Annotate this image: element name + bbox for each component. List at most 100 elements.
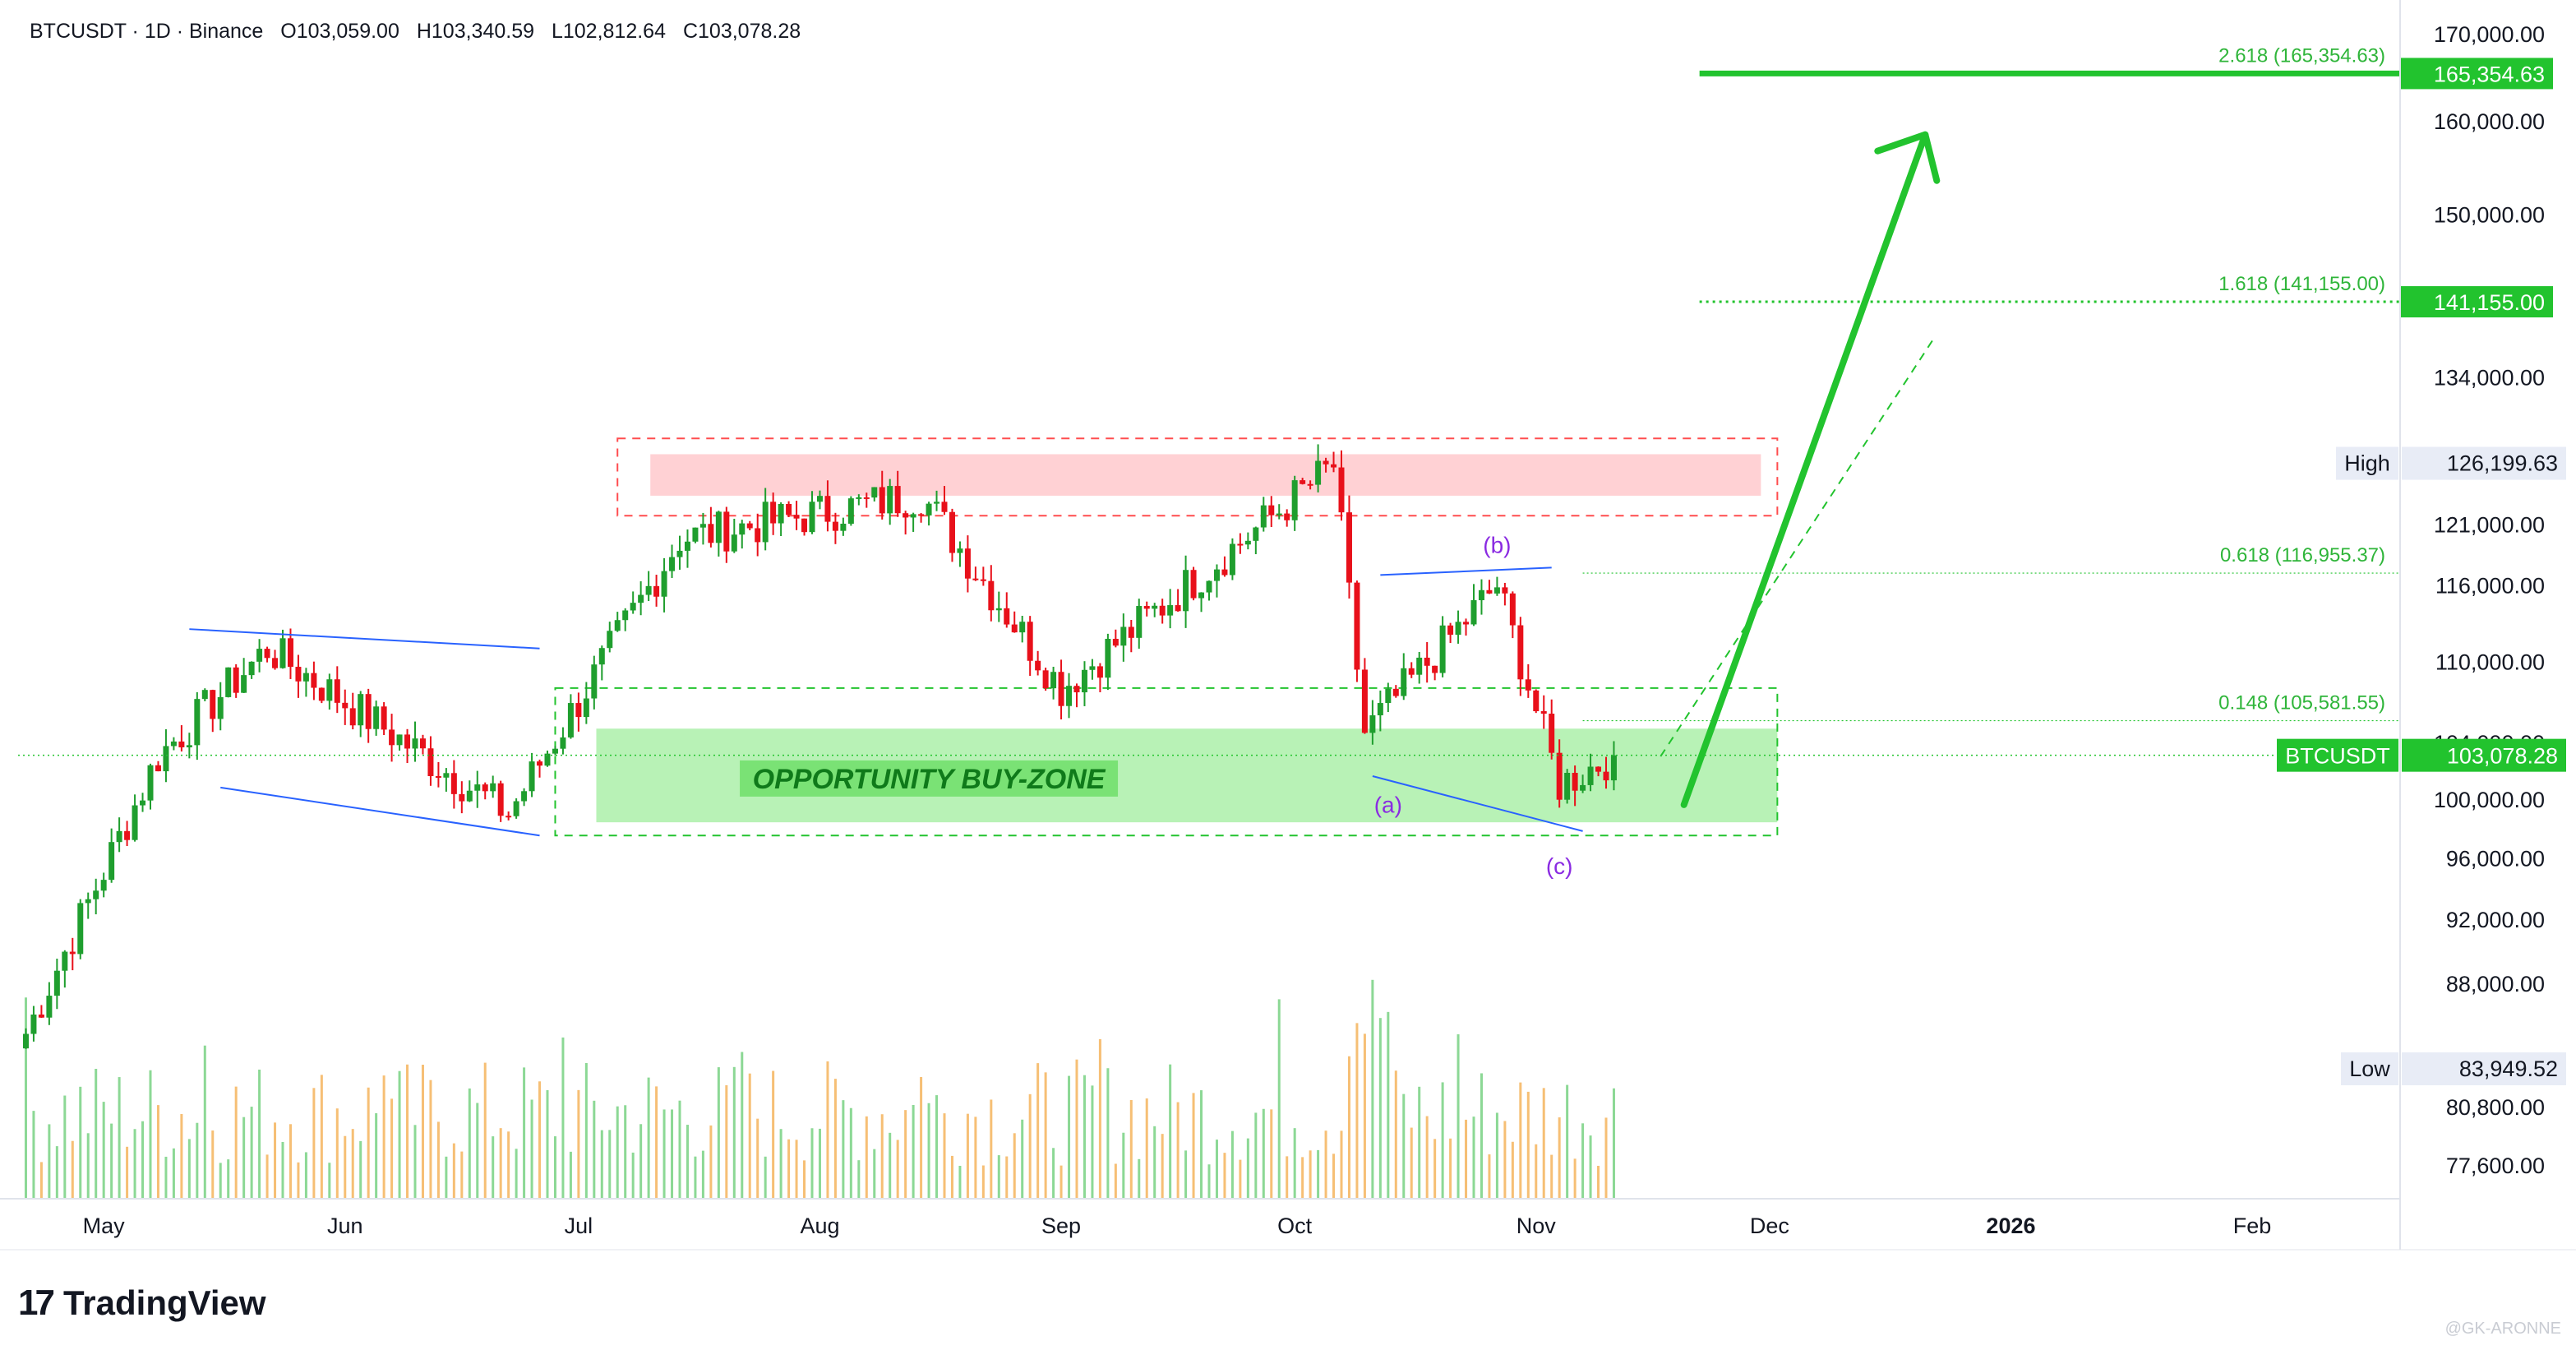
x-tick-label: Jul xyxy=(565,1214,593,1238)
x-tick-label: 2026 xyxy=(1986,1214,2035,1238)
volume-bar xyxy=(102,1102,105,1199)
volume-bar xyxy=(639,1124,643,1199)
candle-body xyxy=(1338,467,1345,513)
candle-body xyxy=(591,664,598,699)
candle-body xyxy=(980,579,986,581)
y-tick-label: 110,000.00 xyxy=(2435,650,2545,675)
high-value-badge xyxy=(2402,446,2566,480)
symbol-label[interactable]: BTCUSDT · 1D · Binance xyxy=(30,20,264,43)
volume-bar xyxy=(608,1130,612,1199)
ohlc-close: C103,078.28 xyxy=(682,20,801,43)
y-tick-label: 88,000.00 xyxy=(2446,972,2545,996)
y-tick-label: 134,000.00 xyxy=(2434,365,2545,390)
volume-bar xyxy=(24,997,27,1199)
ohlc-high: H103,340.59 xyxy=(416,20,535,43)
candle-body xyxy=(1549,714,1555,753)
volume-bar xyxy=(1378,1018,1382,1199)
resistance-zone-border xyxy=(616,437,1779,517)
volume-bar xyxy=(1028,1093,1032,1199)
candle-body xyxy=(46,996,53,1018)
candle-body xyxy=(1190,570,1197,599)
candle-body xyxy=(466,790,473,802)
candle-body xyxy=(396,734,403,746)
volume-bar xyxy=(32,1111,35,1199)
author-watermark: @GK-ARONNE xyxy=(2444,1320,2561,1338)
candle-body xyxy=(1198,592,1205,599)
candle-body xyxy=(739,523,746,535)
candle-body xyxy=(1229,543,1235,576)
volume-bar xyxy=(180,1113,183,1199)
candle-body xyxy=(755,528,761,543)
x-tick-label: Oct xyxy=(1277,1214,1313,1238)
candle-body xyxy=(1424,657,1430,666)
candle-body xyxy=(1346,512,1352,583)
volume-bar xyxy=(71,1140,74,1199)
volume-bar xyxy=(889,1132,892,1199)
candle-body xyxy=(1183,570,1189,612)
volume-bar xyxy=(515,1149,518,1199)
volume-bar xyxy=(779,1129,782,1199)
volume-bar xyxy=(990,1099,993,1199)
volume-bar xyxy=(1091,1085,1094,1199)
volume-bar xyxy=(997,1155,1000,1199)
candle-body xyxy=(100,880,107,891)
volume-bar xyxy=(1363,1033,1366,1199)
volume-bar xyxy=(1114,1163,1117,1199)
volume-bar xyxy=(1161,1134,1164,1199)
tradingview-logo[interactable]: 17 TradingView xyxy=(18,1283,266,1324)
pattern-trendline xyxy=(1380,566,1552,576)
volume-bar xyxy=(701,1150,704,1199)
candle-body xyxy=(381,706,387,730)
candle-body xyxy=(1058,672,1064,706)
volume-bar xyxy=(436,1121,440,1199)
volume-bar xyxy=(429,1080,432,1199)
volume-bar xyxy=(1317,1149,1320,1199)
candle-body xyxy=(1284,513,1290,520)
candle-body xyxy=(1416,657,1423,675)
high-badge xyxy=(2336,446,2398,480)
volume-bar xyxy=(1200,1090,1203,1199)
candle-body xyxy=(342,702,349,709)
volume-bar xyxy=(1223,1153,1226,1199)
volume-bar xyxy=(196,1122,199,1199)
candle-body xyxy=(1369,715,1376,733)
volume-bar xyxy=(1441,1082,1444,1199)
volume-bar xyxy=(678,1100,681,1199)
volume-bar xyxy=(1394,1070,1397,1199)
volume-bar xyxy=(141,1121,145,1199)
volume-bar xyxy=(281,1141,284,1199)
volume-bar xyxy=(935,1095,939,1199)
volume-bar xyxy=(133,1129,136,1199)
candle-body xyxy=(435,775,441,778)
candle-body xyxy=(1323,460,1329,465)
buy-zone-label-bg xyxy=(740,760,1119,797)
volume-bar xyxy=(631,1152,635,1199)
candle-body xyxy=(233,667,239,693)
candle-body xyxy=(506,816,512,818)
candle-body xyxy=(910,514,916,518)
candle-body xyxy=(1004,608,1010,625)
volume-bar xyxy=(126,1146,129,1199)
candle-body xyxy=(1354,582,1360,670)
volume-bar xyxy=(1418,1086,1421,1199)
volume-bar xyxy=(826,1061,829,1199)
candle-body xyxy=(669,557,676,571)
volume-bar xyxy=(289,1124,292,1199)
candle-body xyxy=(676,550,683,557)
volume-bar xyxy=(1059,1165,1063,1199)
volume-bar xyxy=(1301,1157,1304,1199)
volume-bar xyxy=(55,1146,58,1199)
volume-bar xyxy=(1387,1011,1390,1199)
candle-body xyxy=(302,673,309,682)
volume-bar xyxy=(1184,1150,1188,1199)
volume-bar xyxy=(1044,1072,1047,1199)
candle-body xyxy=(186,745,192,747)
candle-body xyxy=(1331,464,1337,468)
candle-body xyxy=(1595,766,1602,772)
high-badge-text: High xyxy=(2344,451,2390,476)
volume-bar xyxy=(1192,1093,1195,1199)
candle-body xyxy=(412,738,418,749)
candle-body xyxy=(1533,690,1540,712)
candle-body xyxy=(1042,670,1049,689)
